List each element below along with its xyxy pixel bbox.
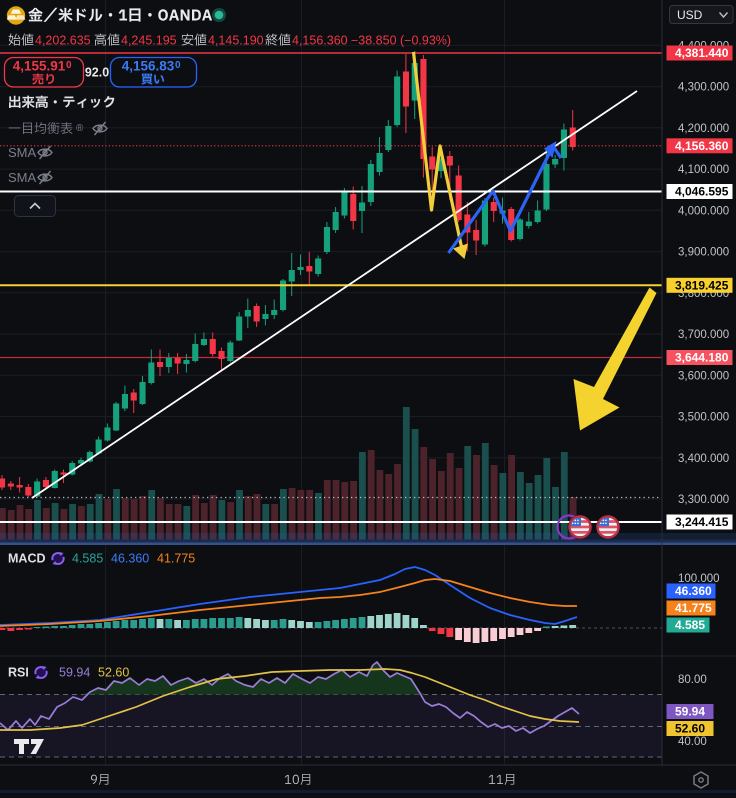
svg-text:4,155.91: 4,155.91 <box>13 59 66 74</box>
svg-text:41.775: 41.775 <box>675 601 712 615</box>
svg-text:3,900.000: 3,900.000 <box>678 247 729 259</box>
svg-text:3,300.000: 3,300.000 <box>678 494 729 506</box>
svg-text:0: 0 <box>175 60 181 71</box>
svg-text:4,300.000: 4,300.000 <box>678 82 729 94</box>
svg-text:4,156.83: 4,156.83 <box>122 59 175 74</box>
svg-text:SMA: SMA <box>8 170 37 185</box>
svg-text:3,400.000: 3,400.000 <box>678 453 729 465</box>
svg-text:59.94: 59.94 <box>675 705 705 719</box>
svg-text:80.00: 80.00 <box>678 674 707 686</box>
svg-text:46.360: 46.360 <box>675 584 712 598</box>
svg-text:3,644.180: 3,644.180 <box>675 351 729 365</box>
svg-text:52.60: 52.60 <box>675 722 705 736</box>
svg-text:59.94: 59.94 <box>59 666 90 680</box>
svg-text:4,145.190: 4,145.190 <box>208 34 264 48</box>
svg-text:4,100.000: 4,100.000 <box>678 164 729 176</box>
svg-text:100.000: 100.000 <box>678 573 720 585</box>
svg-text:3,819.425: 3,819.425 <box>675 279 729 293</box>
svg-text:4.585: 4.585 <box>72 552 103 566</box>
svg-text:3,500.000: 3,500.000 <box>678 412 729 424</box>
svg-text:4,046.595: 4,046.595 <box>675 185 729 199</box>
svg-text:3,244.415: 3,244.415 <box>675 515 729 529</box>
svg-text:3,700.000: 3,700.000 <box>678 329 729 341</box>
svg-text:46.360: 46.360 <box>111 552 149 566</box>
svg-text:4,156.360: 4,156.360 <box>292 34 348 48</box>
svg-text:41.775: 41.775 <box>157 552 195 566</box>
svg-text:3,600.000: 3,600.000 <box>678 370 729 382</box>
svg-text:4.585: 4.585 <box>675 618 705 632</box>
svg-text:USD: USD <box>677 8 703 22</box>
svg-text:RSI: RSI <box>8 666 29 680</box>
svg-text:0: 0 <box>66 60 72 71</box>
svg-text:MACD: MACD <box>8 552 46 566</box>
svg-text:4,200.000: 4,200.000 <box>678 123 729 135</box>
svg-text:4,000.000: 4,000.000 <box>678 205 729 217</box>
svg-text:40.00: 40.00 <box>678 736 707 748</box>
svg-text:®: ® <box>76 123 84 134</box>
svg-text:4,245.195: 4,245.195 <box>121 34 177 48</box>
svg-text:52.60: 52.60 <box>98 666 129 680</box>
svg-text:4,381.440: 4,381.440 <box>675 46 729 60</box>
svg-text:SMA: SMA <box>8 145 37 160</box>
svg-text:−38.850 (−0.93%): −38.850 (−0.93%) <box>351 34 451 48</box>
svg-text:4,156.360: 4,156.360 <box>675 139 729 153</box>
svg-text:4,202.635: 4,202.635 <box>35 34 91 48</box>
svg-text:92.0: 92.0 <box>85 66 109 80</box>
